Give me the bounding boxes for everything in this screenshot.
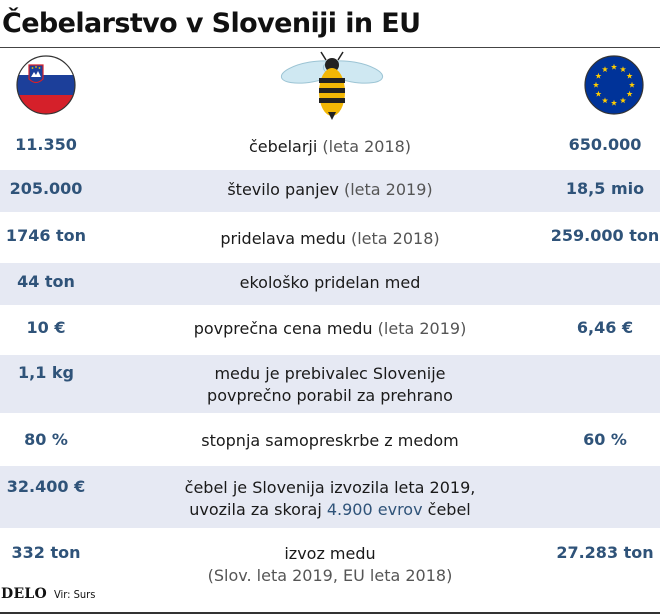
slovenia-value: 80 % (24, 430, 68, 449)
slovenia-value: 32.400 € (6, 477, 86, 496)
row-label: število panjev (leta 2019) (227, 180, 433, 199)
source-note: Vir: Surs (54, 588, 96, 601)
row-label: povprečna cena medu (leta 2019) (193, 319, 467, 338)
row-label: ekološko pridelan med (239, 273, 421, 292)
row-label: stopnja samopreskrbe z medom (201, 431, 459, 450)
slovenia-value: 205.000 (9, 179, 83, 198)
row-label: čebel je Slovenija izvozila leta 2019, u… (184, 478, 476, 519)
slovenia-value: 44 ton (17, 272, 75, 291)
table-row: 1746 ton pridelava medu (leta 2018) 259.… (0, 216, 660, 258)
table-row: 11.350 čebelarji (leta 2018) 650.000 (0, 124, 660, 166)
eu-star-icon (626, 72, 633, 79)
eu-star-icon (626, 90, 633, 97)
slovenia-value: 1746 ton (5, 226, 87, 245)
eu-value: 18,5 mio (565, 179, 645, 198)
eu-star-icon (592, 81, 600, 88)
eu-star-icon (595, 90, 602, 97)
eu-value: 6,46 € (576, 318, 634, 337)
eu-star-icon (610, 63, 618, 70)
title-divider (0, 47, 660, 48)
eu-star-icon (601, 66, 609, 72)
eu-value: 650.000 (568, 135, 642, 154)
row-label: izvoz medu (Slov. leta 2019, EU leta 201… (207, 544, 453, 585)
slovenia-flag-icon (16, 55, 76, 115)
eu-value: 60 % (583, 430, 627, 449)
eu-value: 259.000 ton (550, 226, 660, 245)
table-row: 32.400 € čebel je Slovenija izvozila let… (0, 466, 660, 528)
row-label: čebelarji (leta 2018) (248, 137, 412, 156)
footer-divider (0, 612, 660, 614)
slovenia-value: 11.350 (15, 135, 77, 154)
slovenia-value: 1,1 kg (17, 363, 75, 382)
eu-star-icon (601, 97, 609, 104)
table-row: 1,1 kg medu je prebivalec Slovenije povp… (0, 355, 660, 413)
eu-star-icon (595, 72, 602, 79)
brand-logo: DELO (1, 586, 48, 602)
row-label: medu je prebivalec Slovenije povprečno p… (207, 364, 453, 405)
table-row: 205.000 število panjev (leta 2019) 18,5 … (0, 170, 660, 212)
eu-star-icon (628, 81, 636, 88)
page-title: Čebelarstvo v Sloveniji in EU (2, 8, 421, 39)
eu-value: 27.283 ton (556, 543, 654, 562)
eu-star-icon (619, 97, 627, 104)
eu-flag-icon (584, 55, 644, 115)
table-row: 332 ton izvoz medu (Slov. leta 2019, EU … (0, 534, 660, 590)
slovenia-value: 10 € (26, 318, 66, 337)
eu-star-icon (619, 66, 627, 72)
row-label: pridelava medu (leta 2018) (220, 229, 440, 248)
table-row: 44 ton ekološko pridelan med (0, 263, 660, 305)
eu-star-icon (610, 99, 618, 106)
slovenia-value: 332 ton (11, 543, 81, 562)
bee-icon (280, 51, 384, 120)
table-row: 80 % stopnja samopreskrbe z medom 60 % (0, 418, 660, 462)
table-row: 10 € povprečna cena medu (leta 2019) 6,4… (0, 309, 660, 351)
